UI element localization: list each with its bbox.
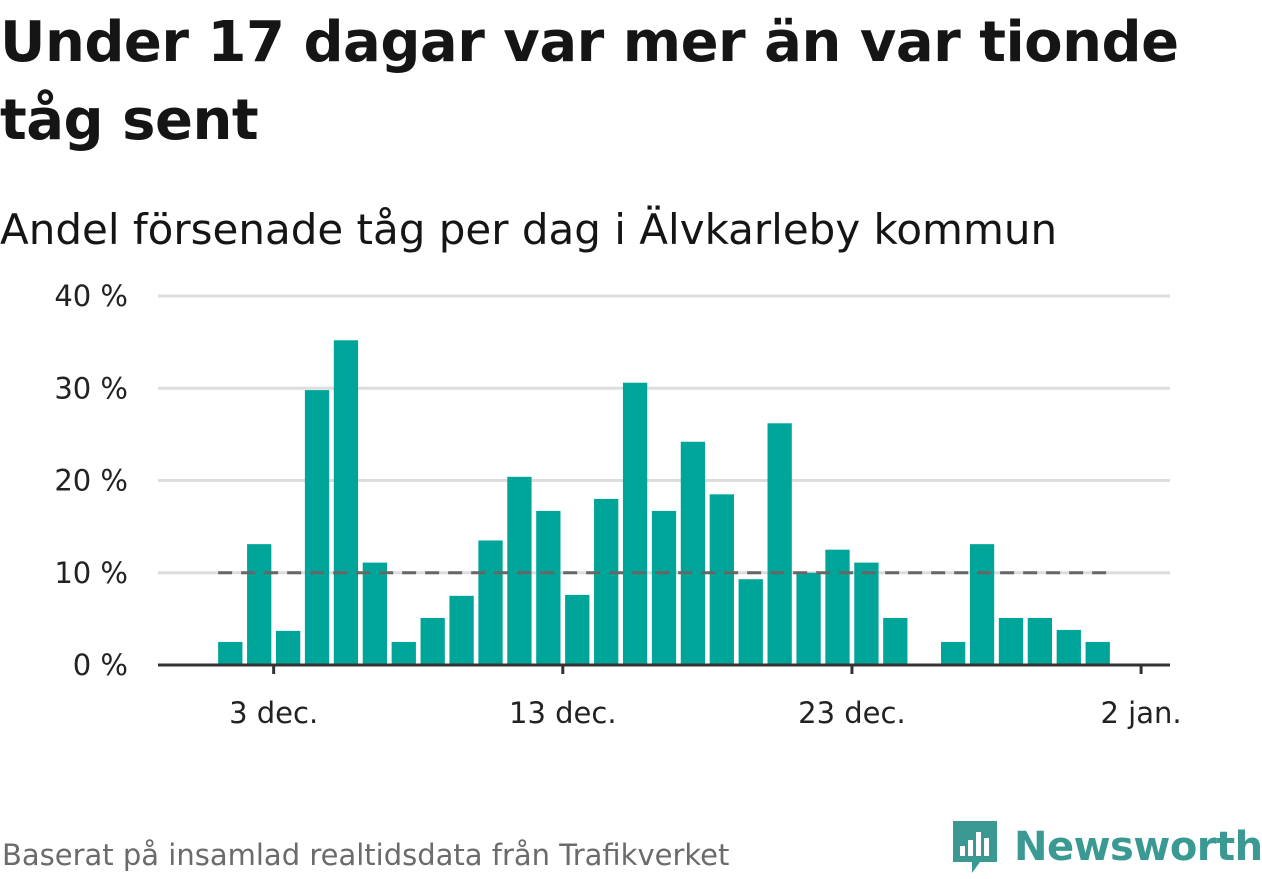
bar [565, 594, 590, 665]
bar [969, 544, 995, 665]
bar [362, 562, 388, 665]
bar [1027, 617, 1053, 665]
bar [247, 544, 272, 665]
bar [883, 617, 908, 665]
bar [940, 641, 966, 665]
bar [218, 641, 243, 665]
y-tick-label: 0 % [73, 648, 128, 682]
bar [651, 510, 677, 665]
bar [275, 630, 301, 665]
bars [218, 340, 1110, 665]
bar [854, 562, 879, 665]
x-tick-label: 2 jan. [1101, 696, 1182, 730]
chart-subtitle: Andel försenade tåg per dag i Älvkarleby… [0, 205, 1058, 254]
chart-title: Under 17 dagar var mer än var tionde tåg… [0, 10, 1179, 153]
x-tick-label: 13 dec. [509, 696, 617, 730]
bar [420, 617, 445, 665]
bar [680, 441, 706, 665]
bar-chart: 0 % 10 % 20 % 30 % 40 % 3 dec. 13 dec. 23 dec. 2… [54, 279, 1181, 730]
bar [1085, 641, 1110, 665]
bar [536, 510, 561, 665]
y-tick-label: 10 % [54, 556, 128, 590]
y-tick-label: 30 % [54, 371, 128, 405]
bar [594, 498, 619, 665]
bar [767, 423, 792, 665]
x-tick-label: 23 dec. [798, 696, 906, 730]
source-note: Baserat på insamlad realtidsdata från Tr… [2, 838, 730, 872]
y-tick-label: 40 % [54, 279, 128, 313]
axes [158, 663, 1170, 674]
bar [738, 579, 763, 665]
bar [622, 382, 648, 665]
bar [1056, 629, 1081, 665]
bar [796, 572, 821, 665]
y-tick-label: 20 % [54, 464, 128, 498]
bar-chart-bubble-icon [953, 821, 997, 873]
logo-text: Newsworthy [1014, 824, 1262, 870]
bar [391, 641, 416, 665]
bar [709, 494, 734, 665]
bar [478, 540, 503, 665]
bar [998, 617, 1024, 665]
bar [449, 595, 474, 665]
x-tick-label: 3 dec. [229, 696, 318, 730]
bar [333, 340, 359, 665]
bar [507, 476, 532, 665]
tick-labels: 0 % 10 % 20 % 30 % 40 % 3 dec. 13 dec. 23 dec. 2… [54, 279, 1181, 730]
bar [304, 390, 330, 665]
newsworthy-logo: Newsworthy [950, 818, 1262, 876]
bar [825, 549, 850, 665]
